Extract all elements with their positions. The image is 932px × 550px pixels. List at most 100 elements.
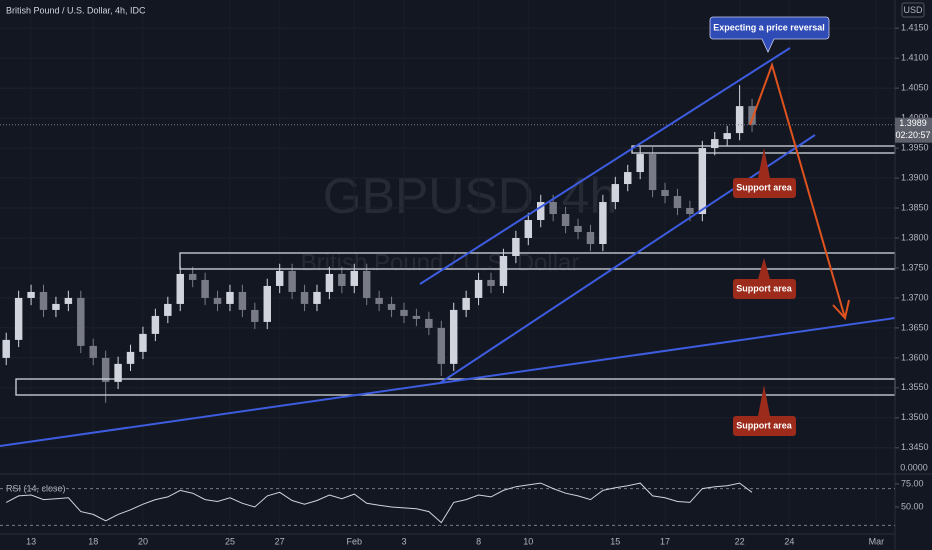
candle-body xyxy=(126,351,135,364)
candle-body xyxy=(251,309,259,322)
y-tick-label: 1.3900 xyxy=(901,172,929,182)
separator-label: 0.0000 xyxy=(900,462,928,472)
y-tick-label: 1.3450 xyxy=(901,442,929,452)
callout-text: Expecting a price reversal xyxy=(713,22,825,32)
candle-body xyxy=(748,106,756,125)
candle-body xyxy=(263,285,271,322)
candle-body xyxy=(611,184,620,203)
trend-line xyxy=(0,317,896,447)
x-tick-label: 27 xyxy=(275,536,285,546)
y-tick-label: 1.3850 xyxy=(901,202,929,212)
x-tick-label: 20 xyxy=(138,536,148,546)
callout-box xyxy=(733,258,796,299)
candle-body xyxy=(14,297,23,340)
candle-body xyxy=(586,231,595,244)
candle-body xyxy=(537,202,545,221)
candle-body xyxy=(648,154,657,191)
candle-body xyxy=(275,270,284,286)
price-label: 1.3989 xyxy=(899,118,927,128)
price-box xyxy=(895,117,932,143)
y-tick-label: 1.3750 xyxy=(901,262,929,272)
candle-body xyxy=(449,309,458,364)
y-tick-label: 1.4100 xyxy=(901,53,929,63)
candle-body xyxy=(300,291,309,304)
candle-body xyxy=(624,172,632,185)
y-tick-label: 1.3800 xyxy=(901,232,929,242)
callout-text: Support area xyxy=(736,283,793,293)
callout-box xyxy=(733,148,796,198)
candle-body xyxy=(114,363,122,382)
currency[interactable]: USD xyxy=(903,5,923,15)
rsi-title: RSI (14, close) xyxy=(6,483,66,493)
y-tick-label: 1.3650 xyxy=(901,322,929,332)
x-tick-label: 15 xyxy=(610,536,620,546)
rsi-tick-label: 50.00 xyxy=(901,501,924,511)
y-tick-label: 1.4050 xyxy=(901,82,929,92)
chart-title: British Pound / U.S. Dollar, 4h, IDC xyxy=(6,5,146,15)
candle-body xyxy=(350,270,358,286)
candle-body xyxy=(599,202,607,244)
candle-body xyxy=(27,291,35,298)
candle-body xyxy=(139,333,147,352)
candle-body xyxy=(425,318,433,328)
x-tick-label: 18 xyxy=(88,536,98,546)
candle-body xyxy=(574,226,582,232)
callout-box xyxy=(733,385,796,436)
candle-body xyxy=(151,315,160,334)
y-tick-label: 1.3550 xyxy=(901,382,929,392)
candle-body xyxy=(288,270,296,292)
rsi-line xyxy=(5,482,753,524)
candle-body xyxy=(412,315,421,319)
candle-body xyxy=(164,303,172,316)
x-tick-label: 24 xyxy=(784,536,794,546)
candle-body xyxy=(636,154,644,173)
y-tick-label: 1.3500 xyxy=(901,412,929,422)
x-tick-label: Feb xyxy=(347,536,363,546)
y-tick-label: 1.3700 xyxy=(901,292,929,302)
x-tick-label: 22 xyxy=(735,536,745,546)
x-tick-label: Mar xyxy=(869,536,885,546)
x-tick-label: 17 xyxy=(660,536,670,546)
candle-body xyxy=(673,196,682,209)
candle-body xyxy=(462,297,470,310)
candle-body xyxy=(698,148,707,215)
currency-box[interactable] xyxy=(901,2,925,18)
trend-line xyxy=(439,134,816,384)
candle-body xyxy=(474,279,483,298)
candle-body xyxy=(400,309,408,316)
candle-body xyxy=(387,303,396,310)
candle-body xyxy=(64,297,73,304)
callout-text: Support area xyxy=(736,420,793,430)
candle-body xyxy=(101,357,110,382)
candle-body xyxy=(39,291,48,310)
candle-body xyxy=(661,190,669,197)
rsi-tick-label: 75.00 xyxy=(901,478,924,488)
candle-body xyxy=(213,297,222,304)
candle-body xyxy=(77,297,85,346)
callout-box xyxy=(709,16,830,53)
candle-body xyxy=(711,139,719,149)
candle-body xyxy=(735,106,744,134)
candle-body xyxy=(201,279,209,298)
candle-body xyxy=(52,303,60,310)
arrow-head xyxy=(832,299,850,321)
callout-text: Support area xyxy=(736,182,793,192)
plot-area xyxy=(0,27,895,449)
x-tick-label: 8 xyxy=(476,536,481,546)
x-tick-label: 10 xyxy=(523,536,533,546)
candle-body xyxy=(325,273,334,292)
candle-body xyxy=(176,273,184,304)
callouts: Expecting a price reversal Support area … xyxy=(709,16,830,436)
countdown: 02:20:57 xyxy=(895,130,930,140)
candle-body xyxy=(338,273,346,286)
candle-body xyxy=(437,327,446,364)
candle-body xyxy=(313,291,321,304)
candle-body xyxy=(362,270,371,298)
candle-body xyxy=(89,345,97,358)
candle-body xyxy=(499,255,508,286)
candle-body xyxy=(686,208,694,215)
candle-body xyxy=(524,220,533,238)
candle-body xyxy=(2,339,10,358)
